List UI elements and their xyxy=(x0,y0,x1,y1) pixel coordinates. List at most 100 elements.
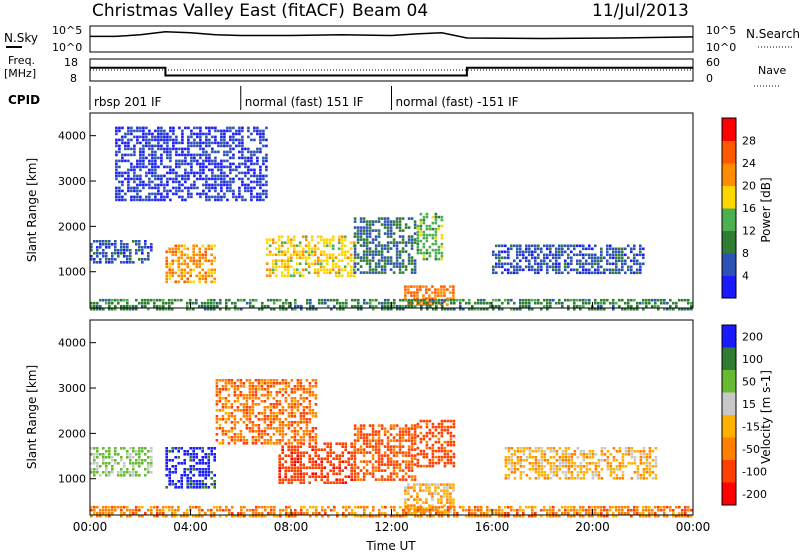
heatmap-cell xyxy=(429,304,432,308)
heatmap-cell xyxy=(280,265,284,268)
heatmap-cell xyxy=(325,271,329,274)
heatmap-cell xyxy=(278,475,281,478)
heatmap-cell xyxy=(340,274,344,277)
heatmap-cell xyxy=(220,171,223,175)
heatmap-cell xyxy=(96,301,99,305)
heatmap-cell xyxy=(378,511,381,515)
heatmap-cell xyxy=(288,304,291,308)
heatmap-cell xyxy=(299,460,302,463)
heatmap-cell xyxy=(245,412,249,415)
heatmap-cell xyxy=(425,419,429,423)
heatmap-cell xyxy=(555,471,559,474)
heatmap-cell xyxy=(244,183,247,187)
heatmap-cell xyxy=(419,489,422,492)
heatmap-cell xyxy=(178,174,181,178)
heatmap-cell xyxy=(690,514,693,518)
heatmap-cell xyxy=(263,418,267,421)
heatmap-cell xyxy=(377,262,381,265)
heatmap-cell xyxy=(308,430,312,433)
heatmap-cell xyxy=(291,307,294,311)
heatmap-cell xyxy=(567,447,571,450)
heatmap-cell xyxy=(205,144,208,148)
heatmap-cell xyxy=(136,135,139,139)
heatmap-cell xyxy=(561,453,565,456)
heatmap-cell xyxy=(223,132,226,136)
heatmap-cell xyxy=(425,510,428,513)
heatmap-cell xyxy=(325,238,329,241)
heatmap-cell xyxy=(504,505,507,509)
heatmap-cell xyxy=(398,430,402,433)
heatmap-cell xyxy=(248,415,252,418)
heatmap-cell xyxy=(549,456,553,459)
heatmap-cell xyxy=(201,483,204,486)
heatmap-cell xyxy=(350,466,353,469)
heatmap-cell xyxy=(138,508,141,512)
heatmap-cell xyxy=(117,298,120,302)
heatmap-cell xyxy=(612,456,616,459)
heatmap-cell xyxy=(144,301,147,305)
heatmap-cell xyxy=(171,247,174,251)
heatmap-cell xyxy=(534,456,538,459)
heatmap-cell xyxy=(262,177,265,181)
heatmap-cell xyxy=(177,280,180,284)
heatmap-cell xyxy=(420,508,423,512)
heatmap-cell xyxy=(340,259,344,262)
heatmap-cell xyxy=(636,468,640,471)
heatmap-cell xyxy=(256,177,259,181)
heatmap-cell xyxy=(413,486,416,489)
heatmap-cell xyxy=(198,277,201,281)
heatmap-cell xyxy=(308,475,311,478)
heatmap-cell xyxy=(356,235,360,238)
heatmap-cell xyxy=(543,471,547,474)
heatmap-cell xyxy=(115,174,118,178)
heatmap-cell xyxy=(428,464,432,468)
heatmap-cell xyxy=(133,153,136,157)
heatmap-cell xyxy=(516,265,519,269)
heatmap-cell xyxy=(558,256,561,260)
heatmap-cell xyxy=(223,192,226,196)
heatmap-cell xyxy=(347,475,350,478)
heatmap-cell xyxy=(431,452,435,456)
heatmap-cell xyxy=(305,424,309,427)
heatmap-cell xyxy=(437,492,440,495)
heatmap-cell xyxy=(440,501,443,504)
heatmap-cell xyxy=(183,450,186,453)
heatmap-cell xyxy=(286,247,290,250)
heatmap-cell xyxy=(90,249,93,252)
heatmap-cell xyxy=(380,244,384,247)
heatmap-cell xyxy=(386,442,390,445)
heatmap-cell xyxy=(230,403,234,406)
heatmap-cell xyxy=(567,477,571,480)
plot-title: Christmas Valley East (fitACF) xyxy=(92,1,345,21)
heatmap-cell xyxy=(262,156,265,160)
heatmap-cell xyxy=(540,450,544,453)
heatmap-cell xyxy=(570,477,574,480)
heatmap-cell xyxy=(516,468,520,471)
heatmap-cell xyxy=(684,511,687,515)
heatmap-cell xyxy=(226,198,229,202)
heatmap-cell xyxy=(672,307,675,311)
heatmap-cell xyxy=(353,250,357,253)
heatmap-cell xyxy=(198,505,201,509)
heatmap-cell xyxy=(582,301,585,305)
heatmap-cell xyxy=(564,508,567,512)
heatmap-cell xyxy=(341,442,344,445)
heatmap-cell xyxy=(340,268,344,271)
heatmap-cell xyxy=(226,159,229,163)
heatmap-cell xyxy=(546,447,550,450)
heatmap-cell xyxy=(204,256,207,260)
heatmap-cell xyxy=(588,298,591,302)
heatmap-cell xyxy=(326,478,329,481)
heatmap-cell xyxy=(204,483,207,486)
heatmap-cell xyxy=(567,465,571,468)
heatmap-cell xyxy=(165,274,168,278)
heatmap-cell xyxy=(534,450,538,453)
heatmap-cell xyxy=(419,504,422,507)
heatmap-cell xyxy=(410,507,413,510)
heatmap-cell xyxy=(145,183,148,187)
heatmap-cell xyxy=(177,456,180,459)
heatmap-cell xyxy=(630,450,634,453)
heatmap-cell xyxy=(248,397,252,400)
heatmap-cell xyxy=(154,135,157,139)
heatmap-cell xyxy=(555,453,559,456)
